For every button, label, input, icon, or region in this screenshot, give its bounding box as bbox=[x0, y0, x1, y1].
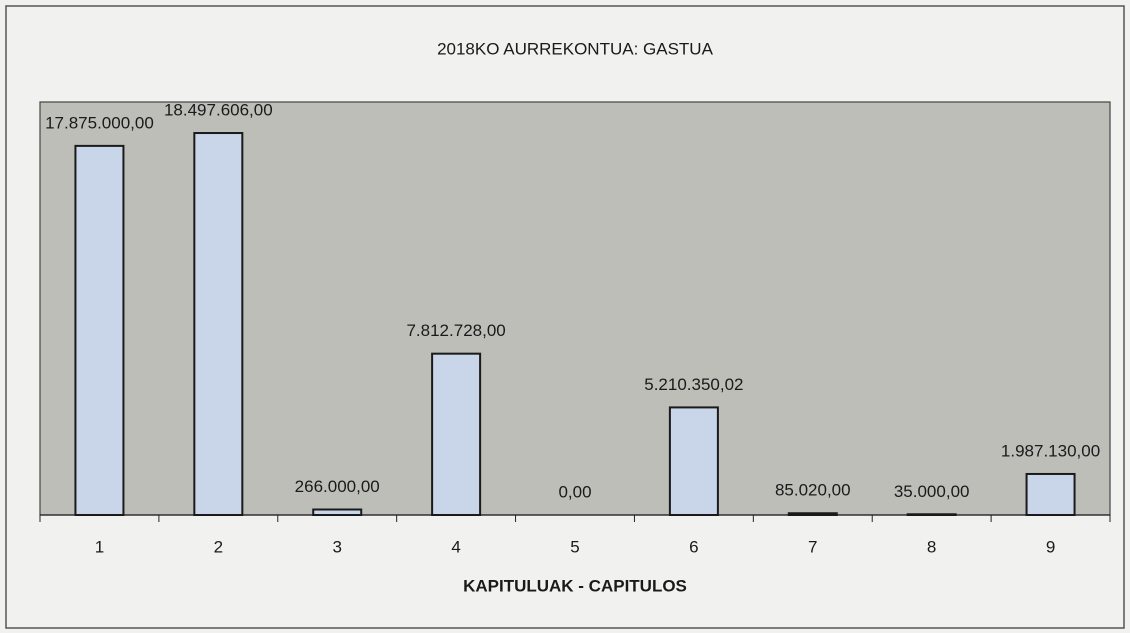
x-tick-label: 6 bbox=[689, 537, 698, 556]
x-tick-label: 5 bbox=[570, 537, 579, 556]
bar bbox=[668, 406, 719, 517]
data-label: 18.497.606,00 bbox=[164, 101, 273, 120]
x-tick-label: 3 bbox=[332, 537, 341, 556]
x-tick-label: 7 bbox=[808, 537, 817, 556]
data-label: 17.875.000,00 bbox=[45, 113, 154, 132]
data-label: 1.987.130,00 bbox=[1001, 441, 1100, 460]
x-tick-label: 1 bbox=[95, 537, 104, 556]
data-label: 266.000,00 bbox=[295, 477, 380, 496]
x-tick-label: 8 bbox=[927, 537, 936, 556]
x-tick-label: 2 bbox=[214, 537, 223, 556]
x-axis-title: KAPITULUAK - CAPITULOS bbox=[463, 576, 687, 595]
chart-title: 2018KO AURREKONTUA: GASTUA bbox=[437, 39, 714, 58]
data-label: 35.000,00 bbox=[894, 482, 970, 501]
data-label: 85.020,00 bbox=[775, 481, 851, 500]
data-label: 0,00 bbox=[558, 482, 591, 501]
x-tick-label: 4 bbox=[451, 537, 460, 556]
bar bbox=[906, 513, 957, 516]
x-tick-label: 9 bbox=[1046, 537, 1055, 556]
bar bbox=[787, 512, 838, 516]
bar bbox=[74, 144, 125, 516]
bar bbox=[1025, 472, 1076, 516]
bar bbox=[431, 352, 482, 517]
bar bbox=[312, 508, 363, 517]
bar bbox=[193, 132, 244, 516]
data-label: 7.812.728,00 bbox=[406, 321, 505, 340]
data-label: 5.210.350,02 bbox=[644, 375, 743, 394]
